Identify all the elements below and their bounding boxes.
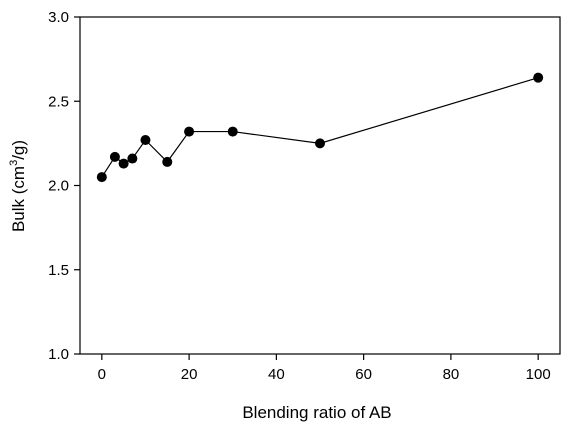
y-axis-title-suffix: /g) bbox=[9, 140, 28, 160]
data-point-8 bbox=[315, 138, 325, 149]
series-line bbox=[101, 77, 539, 178]
x-tick-label-2: 40 bbox=[268, 366, 285, 383]
y-tick-label-3: 2.5 bbox=[48, 93, 69, 110]
y-tick-label-4: 3.0 bbox=[48, 9, 69, 26]
y-tick-label-0: 1.0 bbox=[48, 346, 69, 363]
y-tick-label-1: 1.5 bbox=[48, 262, 69, 279]
x-axis-title: Blending ratio of AB bbox=[242, 403, 391, 422]
data-point-6 bbox=[184, 126, 195, 137]
data-points bbox=[96, 72, 544, 183]
data-point-7 bbox=[227, 126, 238, 137]
data-point-0 bbox=[96, 172, 107, 183]
data-point-5 bbox=[162, 156, 173, 167]
y-axis-title-prefix: Bulk (cm bbox=[9, 166, 28, 232]
y-tick-label-2: 2.0 bbox=[48, 178, 69, 195]
data-point-2 bbox=[118, 158, 129, 169]
data-point-3 bbox=[127, 153, 138, 164]
y-axis-title: Bulk (cm3/g) bbox=[8, 140, 28, 232]
x-tick-label-4: 80 bbox=[443, 366, 460, 383]
x-tick-label-5: 100 bbox=[526, 366, 551, 383]
y-axis-title-superscript: 3 bbox=[8, 160, 20, 166]
plot-frame bbox=[79, 16, 561, 355]
x-tick-label-1: 20 bbox=[181, 366, 198, 383]
x-tick-label-3: 60 bbox=[355, 366, 372, 383]
y-axis-ticks: 1.0 1.5 2.0 2.5 3.0 bbox=[48, 9, 80, 363]
data-point-1 bbox=[109, 151, 120, 162]
data-point-4 bbox=[140, 135, 151, 146]
x-axis-ticks: 0 20 40 60 80 100 bbox=[98, 354, 551, 383]
x-tick-label-0: 0 bbox=[98, 366, 106, 383]
data-point-9 bbox=[533, 72, 544, 83]
